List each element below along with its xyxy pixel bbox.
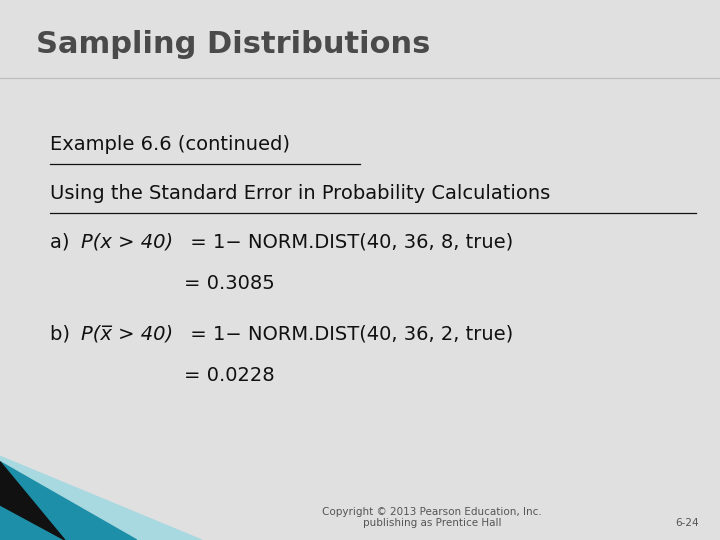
Text: = 0.0228: = 0.0228	[184, 366, 274, 384]
Text: = 0.3085: = 0.3085	[184, 274, 274, 293]
Text: b): b)	[50, 324, 76, 343]
Text: P(x > 40): P(x > 40)	[81, 232, 173, 251]
Text: P(x̅ > 40): P(x̅ > 40)	[81, 324, 173, 343]
Text: a): a)	[50, 232, 76, 251]
Text: Example 6.6 (continued): Example 6.6 (continued)	[50, 135, 290, 154]
Text: Copyright © 2013 Pearson Education, Inc.
publishing as Prentice Hall: Copyright © 2013 Pearson Education, Inc.…	[322, 507, 542, 528]
Polygon shape	[0, 456, 202, 540]
Text: 6-24: 6-24	[675, 518, 698, 528]
Polygon shape	[0, 462, 137, 540]
Text: Using the Standard Error in Probability Calculations: Using the Standard Error in Probability …	[50, 184, 551, 202]
Text: = 1− NORM.DIST(40, 36, 2, true): = 1− NORM.DIST(40, 36, 2, true)	[184, 324, 513, 343]
Text: = 1− NORM.DIST(40, 36, 8, true): = 1− NORM.DIST(40, 36, 8, true)	[184, 232, 513, 251]
Polygon shape	[0, 462, 65, 540]
Text: Sampling Distributions: Sampling Distributions	[36, 30, 431, 59]
